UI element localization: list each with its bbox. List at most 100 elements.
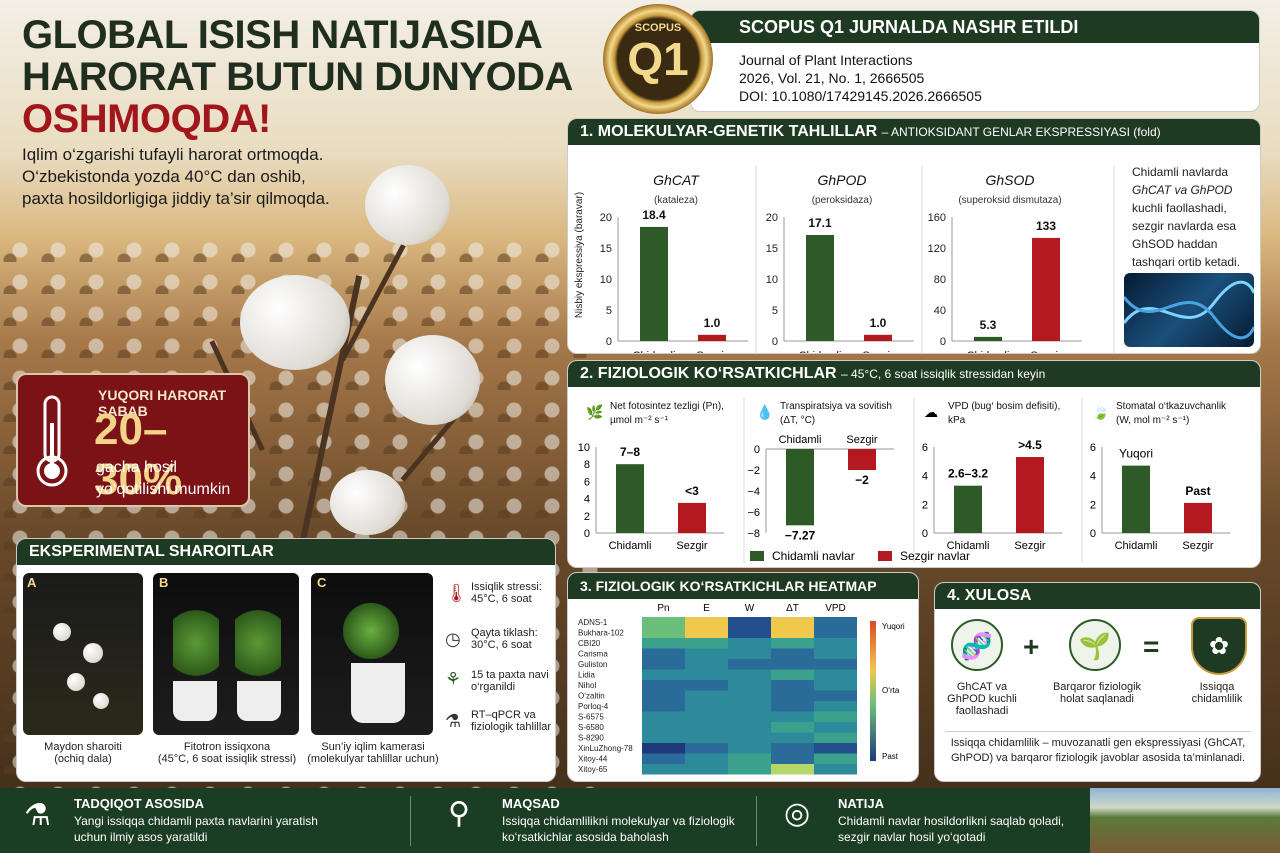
conclusion-item-genes: GhCAT va GhPOD kuchli faollashadi [947,681,1017,717]
alert-line: yo‘qotilishi mumkin [96,481,231,498]
caption-line: (molekulyar tahlillar uchun) [307,753,439,765]
physiology-panel: 2. FIZIOLOGIK KO‘RSATKICHLAR – 45°C, 6 s… [567,360,1261,568]
conclusion-panel: 4. XULOSA 🧬 🌱 ✿ + = GhCAT va GhPOD kuchl… [934,582,1261,782]
y-tick-label: 0 [754,444,760,456]
note-line: tashqari ortib ketadi. [1132,255,1241,269]
heatmap-cell [642,627,685,638]
physio-chart-unit: (W, mol m⁻² s⁻¹) [1116,415,1189,426]
experiment-panel: EKSPERIMENTAL SHAROITLAR A B C Maydon sh… [16,538,556,782]
note-line: GhSOD haddan [1132,237,1218,251]
legend-label: Sezgir navlar [900,549,970,563]
intro-line: O‘zbekistonda yozda 40°C dan oshib, [22,167,306,186]
badge-small: SCOPUS [634,22,682,34]
legend-swatch-tolerant [750,551,764,561]
heatmap-cell [685,659,728,670]
y-tick-label: −4 [747,486,760,498]
heatmap-cell [642,638,685,649]
gene-panel-header: 1. MOLEKULYAR-GENETIK TAHLILLAR – ANTIOK… [568,119,1260,145]
heatmap-row-label: Guliston [578,660,607,669]
intro-line: Iqlim o‘zgarishi tufayli harorat ortmoqd… [22,145,324,164]
heatmap-cell [728,659,771,670]
bar-value-label: 1.0 [870,316,887,330]
footer: ⚗ TADQIQOT ASOSIDA Yangi issiqqa chidaml… [0,788,1280,853]
dna-icon: 🧬 [951,619,1003,671]
bar-value-label: 1.0 [704,316,721,330]
heatmap-cell [814,743,857,754]
gene-title: 1. MOLEKULYAR-GENETIK TAHLILLAR [580,123,878,140]
condition-line: fiziologik tahlillar [471,721,552,733]
bar-value-label: >4.5 [1018,438,1042,452]
heatmap-cell [685,669,728,680]
journal-panel: SCOPUS Q1 JURNALDA NASHR ETILDI Journal … [690,10,1260,112]
heatmap-cell [642,764,685,775]
y-tick-label: 2 [584,511,590,523]
condition-line: Issiqlik stressi: [471,581,542,593]
heatmap-cell [642,648,685,659]
bar-sensitive [1032,237,1060,341]
bar-tolerant [1122,465,1150,533]
caption-line: Fitotron issiqxona [183,741,271,753]
heatmap-row-label: O‘zaltin [578,692,605,701]
y-tick-label: 4 [922,471,928,483]
photo-field: A [23,573,143,735]
footer-line: ko‘rsatkichlar asosida baholash [502,830,669,844]
intro-text: Iqlim o‘zgarishi tufayli harorat ortmoqd… [22,144,462,210]
heatmap-cell [728,690,771,701]
headline-line-1: GLOBAL ISISH NATIJASIDA [22,13,543,57]
gene-ylabel: Nisbiy ekspressiya (baravar) [574,192,585,318]
physio-charts: 🌿 Net fotosintez tezligi (Pn), µmol m⁻² s⁻… [578,397,1230,563]
heatmap-cell [771,753,814,764]
physio-chart-unit: (ΔT, °C) [780,415,815,426]
footer-line: Chidamli navlar hosildorlikni saqlab qol… [838,814,1065,828]
photo-letter: C [317,575,327,590]
bar-tolerant [640,226,668,341]
gene-expression-panel: 1. MOLEKULYAR-GENETIK TAHLILLAR – ANTIOK… [567,118,1261,354]
gene-note: Chidamli navlarda GhCAT va GhPOD kuchli … [1132,163,1258,271]
heatmap-cell [685,617,728,628]
field-road-image [1090,788,1280,853]
heatmap-row-label: Lidia [578,671,595,680]
indicator-icon: 💧 [756,404,773,421]
headline-line-2: HARORAT BUTUN DUNYODA [22,55,573,99]
leaf-icon: 🌱 [1069,619,1121,671]
bar-value-label: 2.6–3.2 [948,467,988,481]
physio-panel-header: 2. FIZIOLOGIK KO‘RSATKICHLAR – 45°C, 6 s… [568,361,1260,387]
x-tick-label: Sezgir [1030,350,1062,354]
heatmap-cell [814,711,857,722]
indicator-icon: ☁ [924,404,938,420]
heatmap-row-label: Carisma [578,650,608,659]
bar-value-label: Yuqori [1119,447,1153,461]
plus-sign: + [1023,631,1040,662]
heatmap-cell [685,701,728,712]
footer-line: uchun ilmiy asos yaratildi [74,830,208,844]
thermometer-icon: 🌡 [445,583,468,603]
condition-varieties: 15 ta paxta navi o‘rganildi [471,669,549,693]
bar-value-label: 133 [1036,219,1056,233]
footer-title: NATIJA [838,796,884,811]
bar-value-label: 18.4 [642,208,666,222]
y-tick-label: 40 [934,305,946,317]
legend-label: Chidamli navlar [772,549,855,563]
heatmap-cell [642,680,685,691]
heatmap-cell [814,617,857,628]
heatmap-cell [642,701,685,712]
alert-text: gacha hosil yo‘qotilishi mumkin [96,457,230,501]
journal-doi[interactable]: DOI: 10.1080/17429145.2026.2666505 [739,88,982,104]
footer-desc: Issiqqa chidamlilikni molekulyar va fizi… [502,813,735,845]
photo-caption-field: Maydon sharoiti (ochiq dala) [23,741,143,765]
badge-big: Q1 [627,33,689,85]
x-tick-label: Sezgir [1014,540,1046,552]
caption-line: Sun’iy iqlim kamerasi [321,741,425,753]
caption-line: Maydon sharoiti [44,741,122,753]
conclusion-item-result: Issiqqa chidamlilik [1191,681,1243,705]
headline-line-3: OSHMOQDA! [22,97,271,141]
heatmap-cell [685,711,728,722]
y-tick-label: 5 [772,305,778,317]
physio-chart-title: Transpiratsiya va sovitish [780,401,892,412]
x-tick-label: Sezgir [846,434,878,446]
x-tick-label: Chidamli [967,350,1010,354]
x-tick-label: Sezgir [696,350,728,354]
heatmap-cell [814,680,857,691]
heatmap-cell [728,764,771,775]
heatmap-cell [814,753,857,764]
